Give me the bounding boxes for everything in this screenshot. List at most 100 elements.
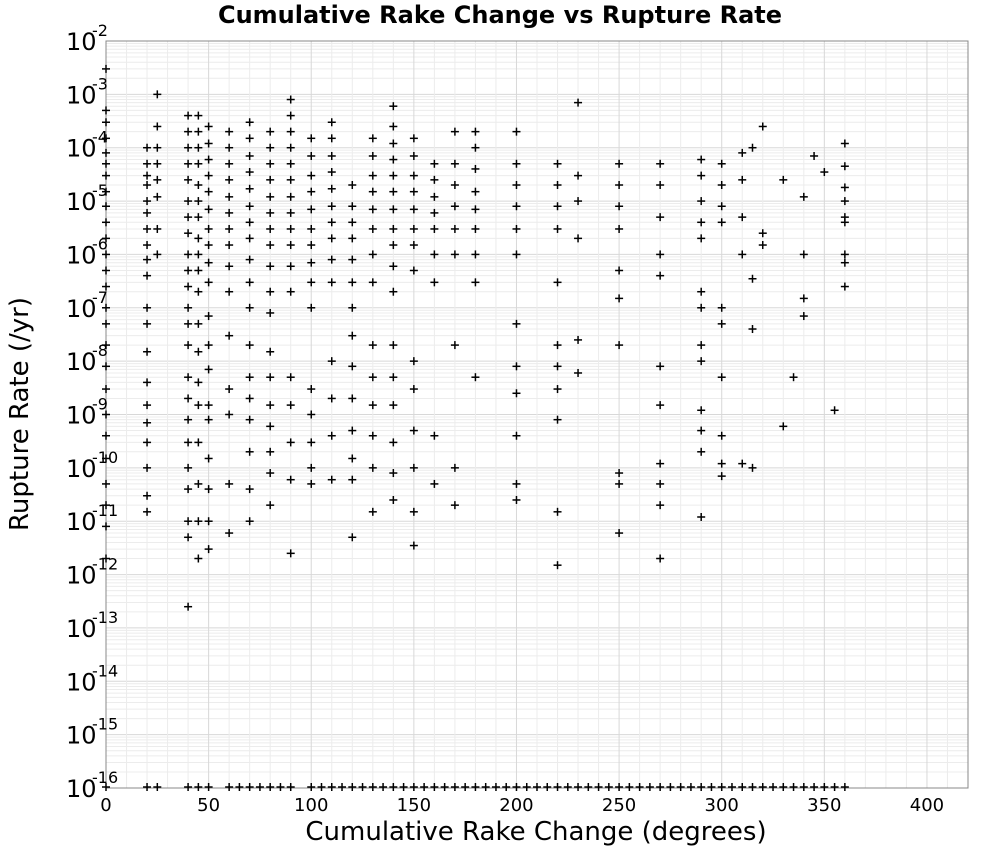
data-point	[276, 783, 285, 791]
data-point	[409, 507, 418, 516]
data-point	[738, 148, 747, 157]
data-point	[522, 783, 531, 791]
data-point	[512, 159, 521, 168]
data-point	[204, 241, 213, 250]
data-point	[707, 783, 716, 791]
data-point	[512, 127, 521, 136]
data-point	[409, 241, 418, 250]
data-point	[307, 258, 316, 267]
data-point	[194, 266, 203, 275]
y-tick-label: 10-15	[66, 715, 118, 750]
data-point	[286, 208, 295, 217]
data-point	[430, 192, 439, 201]
data-point	[512, 389, 521, 398]
data-point	[409, 426, 418, 435]
data-point	[184, 373, 193, 382]
data-point	[327, 255, 336, 264]
data-point	[286, 401, 295, 410]
x-axis-ticks: 0 50 100 150 200 250 300 350 400	[100, 795, 944, 816]
y-tick-exponent: -11	[92, 501, 118, 520]
data-point	[758, 122, 767, 131]
data-point	[184, 485, 193, 494]
data-point	[358, 783, 367, 791]
data-point	[266, 469, 275, 478]
data-point	[810, 783, 819, 791]
data-point	[143, 197, 152, 206]
data-point	[553, 224, 562, 233]
data-point	[799, 250, 808, 259]
y-tick-exponent: -10	[92, 448, 118, 467]
data-point	[307, 241, 316, 250]
data-point	[184, 415, 193, 424]
data-point	[450, 501, 459, 510]
data-point	[574, 335, 583, 344]
data-point	[553, 159, 562, 168]
data-point	[286, 111, 295, 120]
data-points	[102, 64, 849, 791]
data-point	[245, 168, 254, 177]
data-point	[594, 783, 603, 791]
data-point	[574, 783, 583, 791]
data-point	[153, 90, 162, 99]
data-point	[512, 319, 521, 328]
data-point	[656, 459, 665, 468]
data-point	[450, 181, 459, 190]
data-point	[738, 459, 747, 468]
data-point	[389, 224, 398, 233]
data-point	[553, 341, 562, 350]
data-point	[194, 213, 203, 222]
data-point	[471, 224, 480, 233]
data-point	[307, 187, 316, 196]
data-point	[225, 208, 234, 217]
data-point	[143, 208, 152, 217]
data-point	[789, 373, 798, 382]
data-point	[368, 171, 377, 180]
data-point	[225, 385, 234, 394]
data-point	[194, 378, 203, 387]
data-point	[348, 394, 357, 403]
data-point	[102, 234, 110, 243]
data-point	[512, 224, 521, 233]
data-point	[143, 418, 152, 427]
data-point	[471, 783, 480, 791]
data-point	[389, 373, 398, 382]
y-tick-base: 10	[66, 722, 97, 750]
data-point	[717, 431, 726, 440]
data-point	[307, 385, 316, 394]
data-point	[184, 319, 193, 328]
data-point	[840, 250, 849, 259]
y-tick-exponent: -9	[92, 395, 108, 414]
data-point	[840, 783, 849, 791]
data-point	[697, 234, 706, 243]
data-point	[102, 148, 110, 157]
data-point	[553, 507, 562, 516]
data-point	[327, 431, 336, 440]
data-point	[450, 250, 459, 259]
data-point	[799, 192, 808, 201]
y-tick-exponent: -2	[92, 21, 108, 40]
data-point	[368, 278, 377, 287]
data-point	[102, 171, 110, 180]
data-point	[471, 164, 480, 173]
data-point	[307, 463, 316, 472]
data-point	[389, 171, 398, 180]
x-tick-label: 300	[705, 795, 739, 816]
data-point	[389, 187, 398, 196]
data-point	[615, 529, 624, 538]
data-point	[286, 95, 295, 104]
data-point	[153, 250, 162, 259]
data-point	[204, 187, 213, 196]
data-point	[348, 218, 357, 227]
data-point	[368, 431, 377, 440]
data-point	[348, 181, 357, 190]
data-point	[286, 143, 295, 152]
data-point	[245, 517, 254, 526]
data-point	[102, 454, 110, 463]
data-point	[266, 175, 275, 184]
data-point	[717, 159, 726, 168]
data-point	[143, 255, 152, 264]
y-tick-exponent: -6	[92, 234, 108, 253]
data-point	[225, 331, 234, 340]
y-tick-exponent: -15	[92, 715, 118, 734]
data-point	[471, 187, 480, 196]
